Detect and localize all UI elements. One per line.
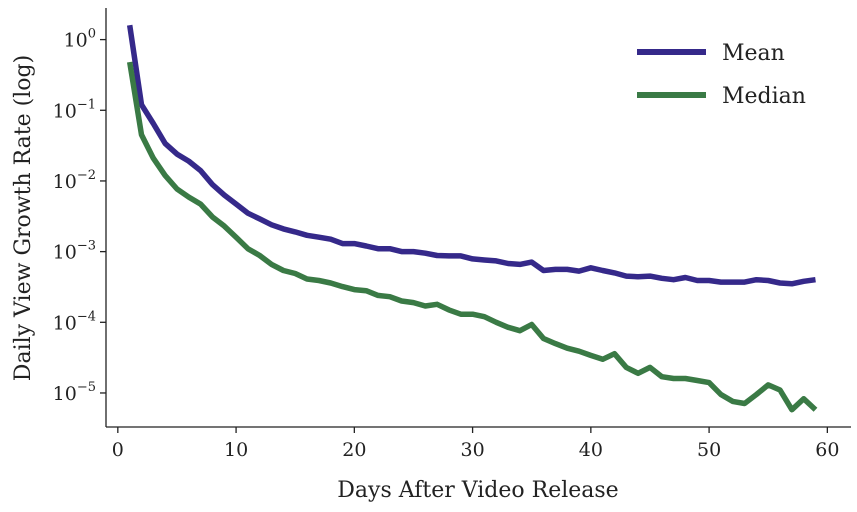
legend-label-mean: Mean: [722, 41, 785, 66]
x-tick-label: 0: [112, 439, 124, 461]
y-tick-label: 10−2: [53, 168, 96, 193]
y-tick-exponent: −4: [77, 309, 96, 324]
y-tick-exponent: −1: [77, 97, 96, 112]
x-tick-label: 30: [460, 439, 484, 461]
y-tick-exponent: 0: [88, 27, 96, 42]
y-tick-label: 10−1: [53, 97, 96, 122]
x-axis-ticks: 0 10 20 30 40 50 60: [112, 427, 839, 461]
series-line-mean: [126, 24, 816, 287]
x-tick-label: 50: [697, 439, 721, 461]
x-axis-label: Days After Video Release: [337, 478, 618, 503]
x-tick-label: 20: [342, 439, 366, 461]
y-tick-base: 10: [53, 312, 77, 334]
x-tick-label: 60: [815, 439, 839, 461]
y-tick-label: 10−4: [53, 309, 96, 334]
y-tick-label: 10−5: [53, 380, 96, 405]
y-tick-label: 10−3: [53, 239, 96, 264]
y-tick-exponent: −2: [77, 168, 96, 183]
y-tick-base: 10: [53, 242, 77, 264]
x-tick-label: 40: [579, 439, 603, 461]
y-tick-label: 100: [64, 27, 96, 52]
x-tick-label: 10: [224, 439, 248, 461]
y-tick-base: 10: [53, 171, 77, 193]
y-tick-base: 10: [53, 383, 77, 405]
y-tick-exponent: −5: [77, 380, 96, 395]
legend-label-median: Median: [722, 84, 806, 109]
series-line-median: [126, 61, 818, 413]
y-axis-label: Daily View Growth Rate (log): [11, 55, 36, 381]
y-tick-base: 10: [64, 30, 88, 52]
series-layer: [126, 24, 818, 413]
y-tick-exponent: −3: [77, 239, 96, 254]
y-tick-base: 10: [53, 100, 77, 122]
legend: Mean Median: [637, 41, 806, 109]
